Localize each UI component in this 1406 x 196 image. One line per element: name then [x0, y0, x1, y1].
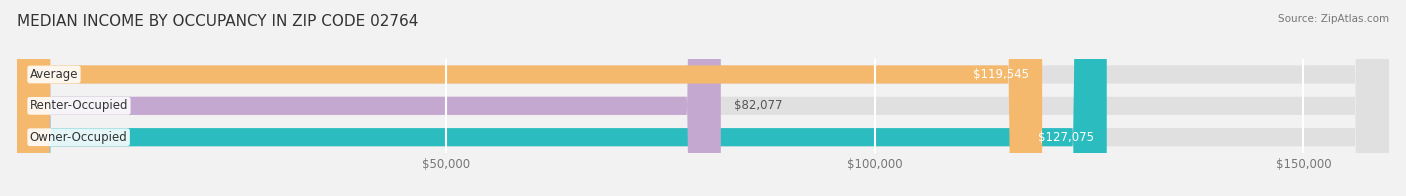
Text: Owner-Occupied: Owner-Occupied	[30, 131, 128, 144]
FancyBboxPatch shape	[17, 0, 721, 196]
FancyBboxPatch shape	[17, 0, 1042, 196]
Text: $82,077: $82,077	[734, 99, 782, 112]
Text: $127,075: $127,075	[1038, 131, 1094, 144]
Text: MEDIAN INCOME BY OCCUPANCY IN ZIP CODE 02764: MEDIAN INCOME BY OCCUPANCY IN ZIP CODE 0…	[17, 14, 418, 29]
Text: Source: ZipAtlas.com: Source: ZipAtlas.com	[1278, 14, 1389, 24]
Text: Renter-Occupied: Renter-Occupied	[30, 99, 128, 112]
FancyBboxPatch shape	[17, 0, 1107, 196]
Text: Average: Average	[30, 68, 79, 81]
FancyBboxPatch shape	[17, 0, 1389, 196]
FancyBboxPatch shape	[17, 0, 1389, 196]
FancyBboxPatch shape	[17, 0, 1389, 196]
Text: $119,545: $119,545	[973, 68, 1029, 81]
